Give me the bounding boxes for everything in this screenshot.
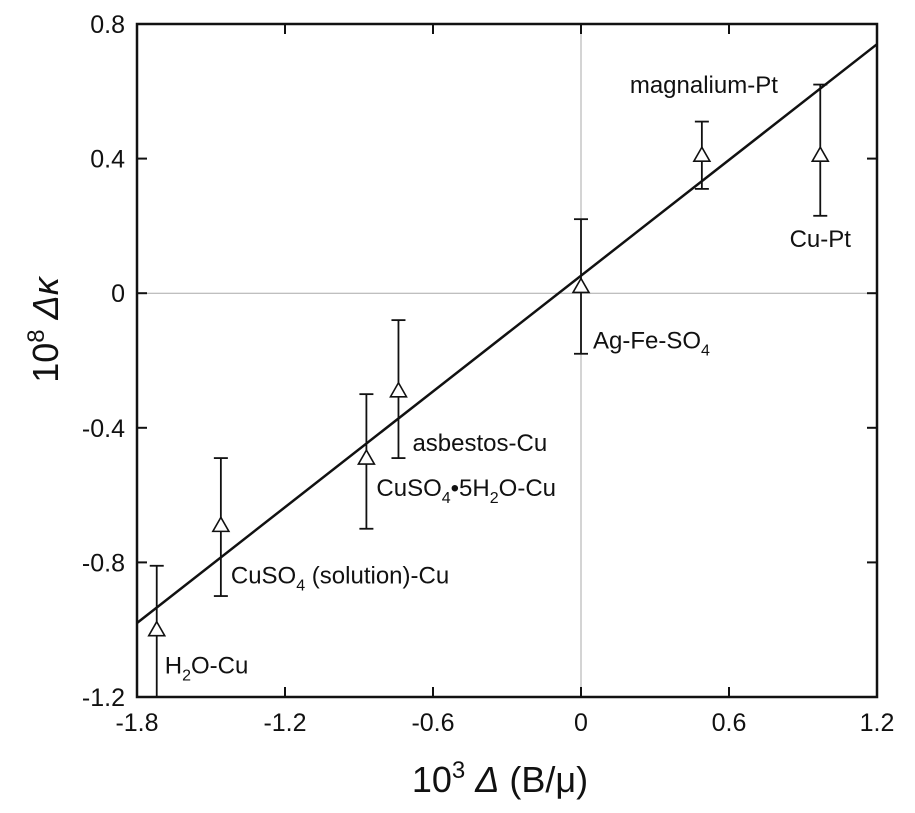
x-tick-label: 0	[574, 709, 588, 737]
point-label: CuSO4•5H2O-Cu	[376, 475, 556, 507]
zero-lines	[137, 24, 877, 697]
x-tick-label: 0.6	[712, 709, 747, 737]
data-point	[211, 457, 231, 597]
point-label: magnalium-Pt	[630, 72, 778, 99]
y-tick-label: 0	[111, 280, 125, 308]
y-tick-label: 0.8	[90, 11, 125, 39]
y-tick-label: -1.2	[82, 684, 125, 712]
data-point	[810, 83, 830, 217]
x-tick-label: 1.2	[860, 709, 895, 737]
x-axis-title: 103 Δ (B/μ)	[412, 757, 588, 800]
plot-frame	[135, 22, 879, 699]
x-tick-label: -0.6	[411, 709, 454, 737]
triangle-marker	[810, 145, 830, 163]
data-point	[357, 393, 376, 530]
axis-ticks: -1.8 -1.2 -0.6 0 0.6 1.2-1.2-0.8-0.400.40.8	[82, 11, 894, 737]
point-annotations: H2O-Cu CuSO4 (solution)-Cu CuSO4•5H2O-Cu as…	[165, 72, 852, 684]
y-tick-label: -0.8	[82, 549, 125, 577]
point-label: Ag-Fe-SO4	[593, 327, 710, 359]
triangle-marker	[692, 145, 712, 163]
data-point	[571, 218, 591, 355]
triangle-marker	[211, 515, 231, 533]
fit-line-layer	[136, 43, 878, 624]
data-points	[147, 83, 830, 698]
point-label: Cu-Pt	[790, 226, 852, 253]
triangle-marker	[389, 381, 408, 398]
triangle-marker	[571, 276, 591, 294]
fit-line	[136, 43, 878, 624]
point-label: H2O-Cu	[165, 653, 249, 685]
triangle-marker	[147, 620, 167, 637]
data-point	[389, 319, 408, 459]
data-point	[692, 120, 712, 190]
point-label: CuSO4 (solution)-Cu	[231, 562, 449, 594]
x-tick-label: -1.2	[263, 709, 306, 737]
y-tick-label: 0.4	[90, 146, 125, 174]
point-label: asbestos-Cu	[412, 430, 547, 457]
y-tick-label: -0.4	[82, 415, 125, 443]
triangle-marker	[357, 448, 376, 465]
data-point	[147, 564, 167, 698]
y-axis-title: 108 Δκ	[23, 275, 66, 383]
x-tick-label: -1.8	[115, 709, 158, 737]
